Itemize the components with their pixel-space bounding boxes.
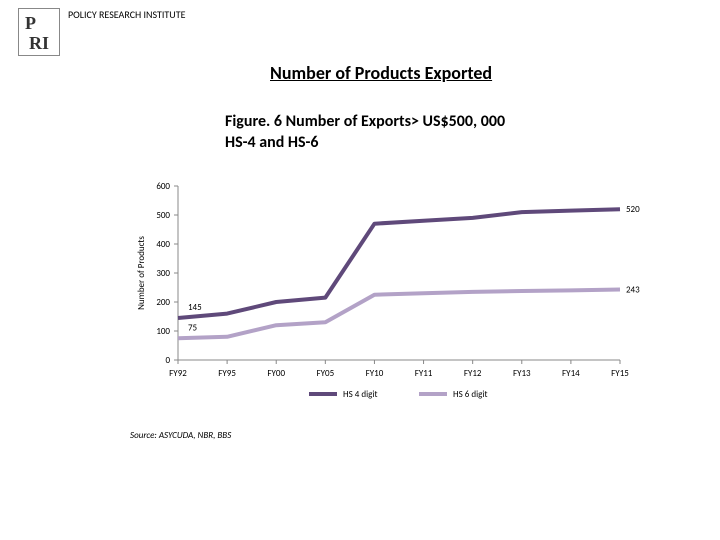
y-tick-label: 500 xyxy=(156,210,170,221)
series-start-label: 145 xyxy=(188,302,202,313)
x-tick-label: FY11 xyxy=(415,368,433,379)
legend-label: HS 4 digit xyxy=(343,389,377,400)
x-tick-label: FY13 xyxy=(513,368,531,379)
x-tick-label: FY92 xyxy=(169,368,187,379)
source-text: Source: ASYCUDA, NBR, BBS xyxy=(130,430,231,441)
svg-text:P: P xyxy=(25,13,36,33)
line-chart: 0 100 200 300 400 500 600 FY92 FY95 FY00 FY05 FY10 F… xyxy=(130,180,650,410)
series-line-1 xyxy=(178,290,620,339)
x-tick-label: FY15 xyxy=(611,368,629,379)
logo-icon: P RI xyxy=(18,8,60,56)
y-tick-label: 400 xyxy=(156,239,170,250)
series-start-label: 75 xyxy=(188,322,198,333)
series-end-label: 243 xyxy=(626,285,640,296)
institute-name: POLICY RESEARCH INSTITUTE xyxy=(68,8,185,21)
figure-title: Figure. 6 Number of Exports> US$500, 000… xyxy=(225,112,625,154)
legend-label: HS 6 digit xyxy=(453,389,487,400)
y-axis-label: Number of Products xyxy=(136,236,147,310)
x-tick-label: FY95 xyxy=(218,368,236,379)
series-end-label: 520 xyxy=(626,204,640,215)
chart-area: 0 100 200 300 400 500 600 FY92 FY95 FY00 FY05 FY10 F… xyxy=(130,180,650,410)
x-tick-label: FY14 xyxy=(562,368,580,379)
page-title: Number of Products Exported xyxy=(270,62,492,84)
x-tick-label: FY05 xyxy=(317,368,335,379)
y-tick-label: 0 xyxy=(165,355,170,366)
y-tick-label: 600 xyxy=(156,181,170,192)
y-tick-label: 100 xyxy=(156,326,170,337)
series-line-0 xyxy=(178,209,620,318)
x-tick-label: FY10 xyxy=(366,368,384,379)
header: P RI POLICY RESEARCH INSTITUTE xyxy=(18,8,185,56)
figure-title-line2: HS-4 and HS-6 xyxy=(225,133,319,152)
x-tick-label: FY12 xyxy=(464,368,482,379)
x-tick-label: FY00 xyxy=(267,368,285,379)
y-tick-label: 300 xyxy=(156,268,170,279)
svg-text:RI: RI xyxy=(29,33,49,53)
y-tick-label: 200 xyxy=(156,297,170,308)
figure-title-line1: Figure. 6 Number of Exports> US$500, 000 xyxy=(225,112,505,131)
